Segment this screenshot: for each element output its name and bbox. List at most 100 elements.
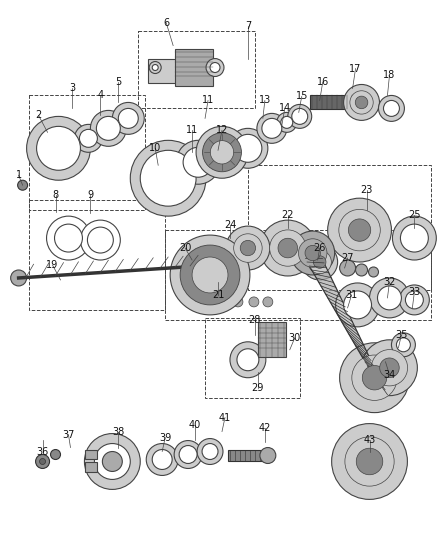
Circle shape — [79, 130, 97, 147]
Circle shape — [383, 100, 399, 116]
Circle shape — [196, 126, 247, 178]
Circle shape — [197, 439, 223, 464]
Circle shape — [291, 108, 307, 124]
Circle shape — [149, 61, 161, 74]
Circle shape — [351, 355, 396, 400]
Circle shape — [307, 251, 331, 273]
Circle shape — [343, 291, 371, 319]
Text: 26: 26 — [313, 243, 325, 253]
Circle shape — [290, 231, 334, 275]
Circle shape — [176, 140, 219, 184]
Circle shape — [94, 443, 130, 480]
Circle shape — [36, 126, 80, 170]
Text: 13: 13 — [258, 95, 270, 106]
Text: 41: 41 — [219, 413, 230, 423]
Text: 31: 31 — [345, 290, 357, 300]
Circle shape — [96, 116, 120, 140]
Circle shape — [355, 264, 367, 276]
Text: 27: 27 — [341, 253, 353, 263]
Bar — [28, 95, 145, 210]
Circle shape — [11, 270, 27, 286]
Bar — [28, 200, 165, 310]
Bar — [205, 318, 299, 398]
Circle shape — [361, 340, 417, 395]
Text: 16: 16 — [316, 77, 328, 87]
Text: 33: 33 — [407, 287, 420, 297]
Text: 7: 7 — [244, 21, 251, 30]
Circle shape — [192, 257, 227, 293]
Circle shape — [102, 451, 122, 472]
Circle shape — [261, 118, 281, 139]
Circle shape — [230, 342, 265, 378]
Circle shape — [35, 455, 49, 469]
Text: 42: 42 — [258, 423, 270, 433]
Circle shape — [280, 116, 292, 128]
Circle shape — [27, 116, 90, 180]
Circle shape — [130, 140, 205, 216]
Circle shape — [369, 278, 409, 318]
Circle shape — [152, 64, 158, 70]
Circle shape — [50, 449, 60, 459]
Circle shape — [277, 238, 297, 258]
Text: 3: 3 — [69, 84, 75, 93]
Circle shape — [54, 224, 82, 252]
Circle shape — [183, 147, 212, 177]
Text: 8: 8 — [52, 190, 58, 200]
Circle shape — [301, 244, 337, 280]
Text: 10: 10 — [149, 143, 161, 154]
Circle shape — [396, 338, 410, 352]
Text: 5: 5 — [115, 77, 121, 87]
Circle shape — [259, 220, 315, 276]
Text: 38: 38 — [112, 426, 124, 437]
Text: 40: 40 — [188, 419, 201, 430]
Bar — [85, 449, 97, 459]
Circle shape — [233, 297, 242, 307]
Circle shape — [338, 209, 379, 251]
Text: 37: 37 — [62, 430, 74, 440]
Circle shape — [210, 141, 233, 164]
Text: 36: 36 — [36, 447, 49, 457]
Bar — [175, 49, 212, 86]
Circle shape — [174, 441, 201, 469]
Bar — [148, 59, 203, 84]
Circle shape — [256, 114, 286, 143]
Circle shape — [269, 230, 305, 266]
Text: 21: 21 — [211, 290, 224, 300]
Circle shape — [331, 424, 406, 499]
Text: 18: 18 — [382, 70, 395, 80]
Bar — [227, 449, 267, 462]
Circle shape — [18, 180, 28, 190]
Circle shape — [80, 220, 120, 260]
Circle shape — [233, 234, 261, 262]
Circle shape — [392, 216, 435, 260]
Circle shape — [304, 245, 320, 261]
Bar — [85, 463, 97, 472]
Text: 4: 4 — [97, 91, 103, 100]
Circle shape — [180, 245, 240, 305]
Circle shape — [371, 350, 406, 386]
Circle shape — [354, 96, 367, 109]
Circle shape — [404, 291, 422, 309]
Bar — [165, 230, 431, 320]
Circle shape — [46, 216, 90, 260]
Circle shape — [226, 226, 269, 270]
Text: 32: 32 — [382, 277, 395, 287]
Text: 19: 19 — [46, 260, 59, 270]
Circle shape — [140, 150, 196, 206]
Bar — [257, 322, 285, 357]
Circle shape — [118, 108, 138, 128]
Bar — [309, 95, 354, 109]
Text: 34: 34 — [382, 370, 395, 379]
Circle shape — [202, 133, 241, 172]
Circle shape — [339, 260, 355, 276]
Circle shape — [399, 285, 428, 315]
Circle shape — [74, 124, 102, 152]
Circle shape — [379, 358, 398, 377]
Text: 6: 6 — [163, 18, 169, 28]
Text: 15: 15 — [295, 92, 307, 101]
Circle shape — [349, 91, 372, 114]
Text: 9: 9 — [87, 190, 93, 200]
Circle shape — [179, 446, 197, 464]
Text: 43: 43 — [363, 434, 375, 445]
Circle shape — [298, 239, 326, 267]
